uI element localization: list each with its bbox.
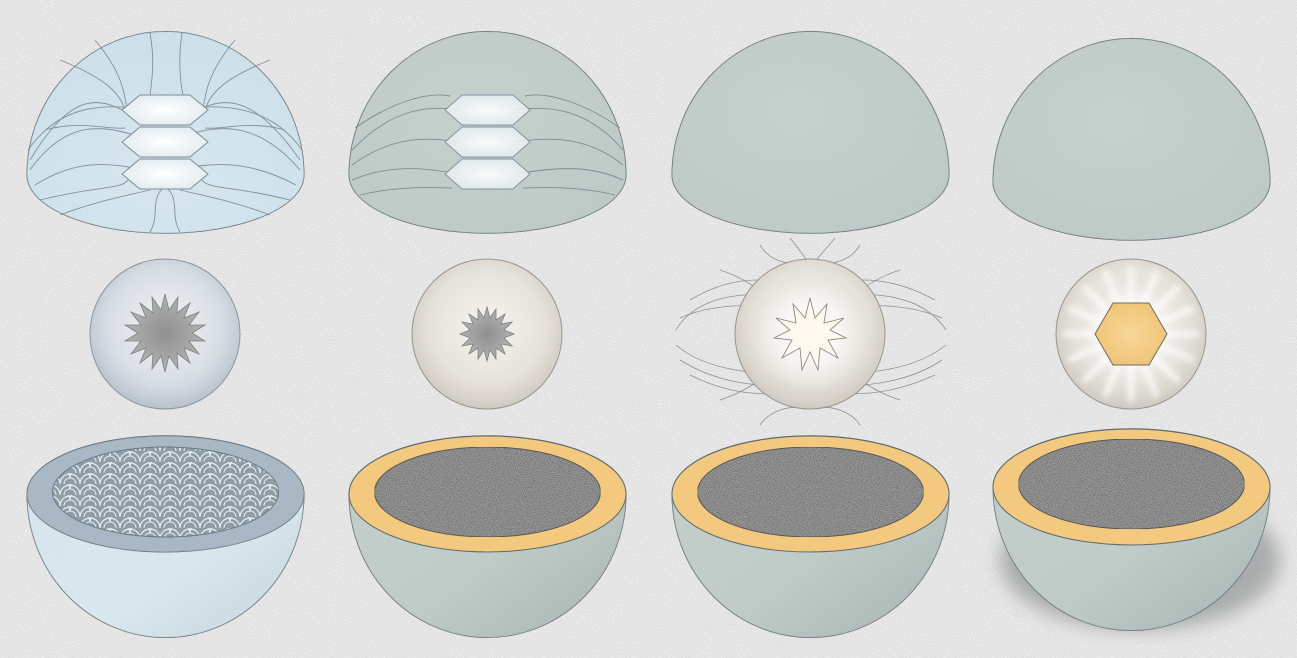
stage-2-top-dome <box>348 30 627 234</box>
stage-3-white-starburst <box>772 297 848 372</box>
stage-1-starburst-core <box>123 293 207 373</box>
stage-3 <box>671 30 950 639</box>
stage-2-hexagon-stack <box>444 94 531 190</box>
stage-1-top-dome <box>26 30 305 234</box>
stage-2-starburst-core <box>458 305 516 363</box>
stage-4-amber-hexagon <box>1094 302 1168 366</box>
stage-2-bottom-bowl <box>348 435 627 639</box>
stage-2 <box>348 30 627 639</box>
stage-1-field-lines <box>27 32 303 233</box>
stage-1-bottom-bowl <box>26 435 305 639</box>
stage-3-top-dome <box>671 30 950 234</box>
stage-4-speckle-surface <box>1018 438 1245 530</box>
stage-2-speckle-surface <box>374 446 601 538</box>
stage-4 <box>992 37 1280 632</box>
stage-1-core-sphere <box>89 258 241 410</box>
stage-3-speckle-surface <box>697 446 924 538</box>
stage-1-hexagon-stack <box>121 94 209 190</box>
stage-1 <box>26 30 305 639</box>
stage-4-top-dome <box>992 37 1271 241</box>
stage-3-core-sphere <box>675 237 947 426</box>
stage-1-scale-surface <box>52 446 279 538</box>
stage-4-bottom-bowl <box>992 428 1280 632</box>
stage-2-core-sphere <box>411 258 563 410</box>
stage-4-core-sphere <box>1055 258 1207 410</box>
stage-3-bottom-bowl <box>671 435 950 639</box>
